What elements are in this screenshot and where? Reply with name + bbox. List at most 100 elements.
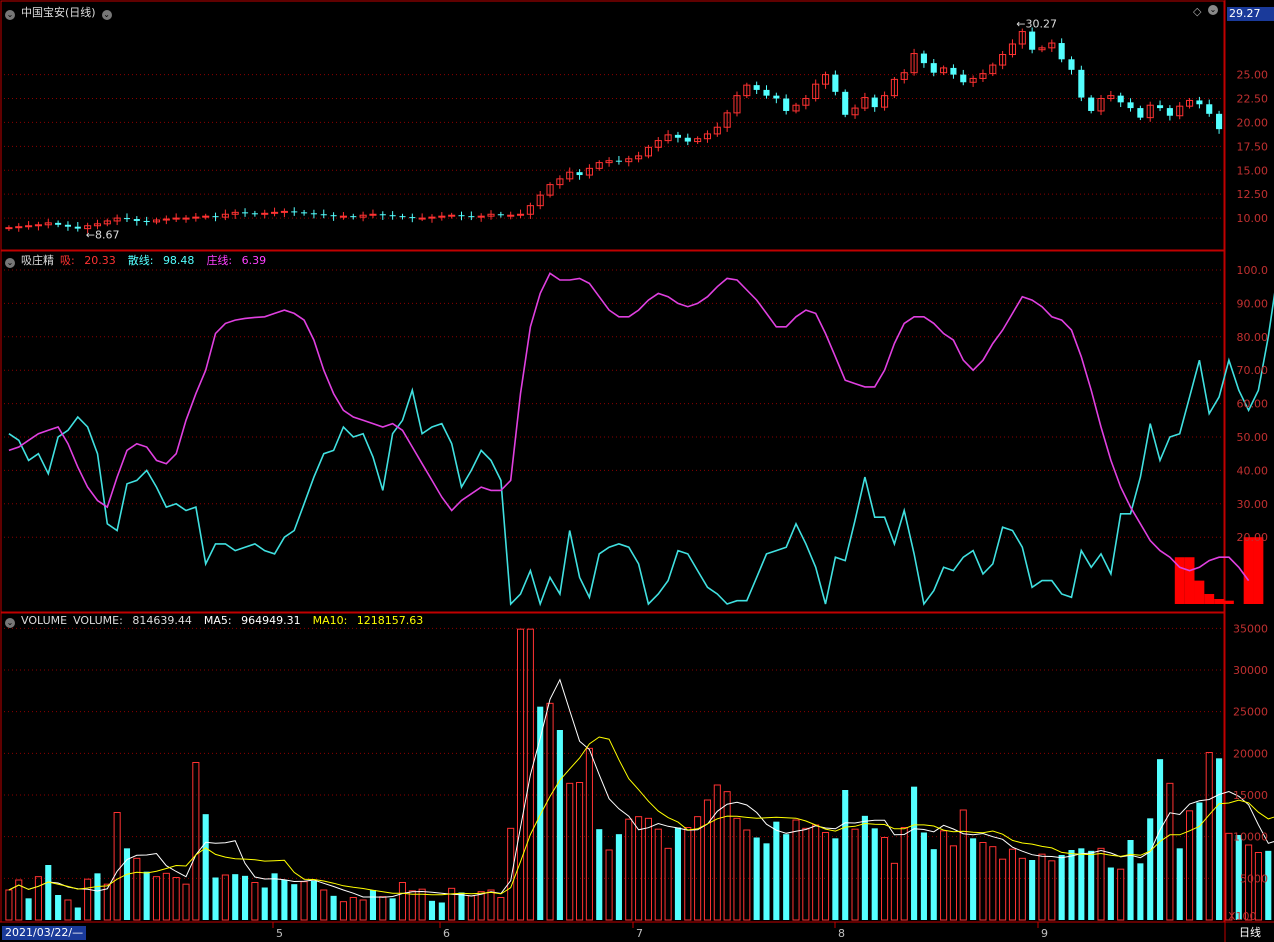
diamond-icon[interactable]: ◇	[1193, 5, 1202, 18]
candle-up	[1008, 43, 1017, 56]
volume-menu-icon[interactable]: ⌄	[5, 618, 15, 628]
price-tick-label: 25.00	[1237, 69, 1269, 82]
candle-up	[821, 74, 830, 85]
volume-bar-up	[379, 896, 387, 921]
volume-bar-up	[408, 890, 416, 921]
candle-up	[890, 78, 898, 97]
volume-bar-up	[684, 827, 692, 921]
volume-bar-up	[152, 876, 161, 921]
volume-bar-up	[1008, 848, 1017, 921]
volume-bar-down	[281, 880, 288, 920]
volume-bar-up	[881, 837, 889, 921]
volume-bar-up	[733, 817, 741, 921]
gear-icon[interactable]: ⌄	[1208, 5, 1218, 15]
candle-up	[359, 214, 367, 218]
volume-bar-up	[900, 827, 908, 921]
candle-up	[84, 225, 92, 230]
candle-down	[1029, 31, 1036, 50]
candle-up	[792, 104, 800, 112]
volume-bar-down	[911, 786, 918, 920]
volume-bar-down	[1127, 840, 1134, 920]
volume-bar-down	[202, 814, 209, 920]
volume-bar-down	[45, 865, 52, 920]
volume-bar-down	[261, 887, 268, 920]
volume-bar-up	[743, 829, 751, 921]
xi-bar	[1253, 537, 1264, 604]
volume-unit-label: X100	[1228, 910, 1257, 923]
volume-bar-up	[664, 847, 672, 921]
ma5-label: MA5:	[203, 614, 232, 627]
candle-up	[477, 215, 485, 218]
volume-bar-up	[251, 882, 259, 921]
candle-up	[940, 67, 948, 74]
candle-up	[910, 53, 918, 74]
volume-bar-up	[448, 887, 456, 921]
volume-tick-label: 5000	[1240, 872, 1268, 885]
candle-down	[773, 95, 780, 99]
candle-up	[635, 155, 643, 160]
volume-bar-down	[556, 730, 563, 920]
volume-bar-down	[1147, 818, 1154, 920]
candle-down	[1137, 108, 1144, 118]
panel-settings-icon[interactable]: ⌄	[101, 10, 112, 20]
candle-up	[103, 220, 111, 225]
volume-bar-down	[271, 873, 278, 920]
candle-up	[585, 167, 593, 176]
candle-up	[44, 222, 52, 226]
volume-bar-down	[596, 829, 603, 920]
volume-bar-down	[783, 834, 790, 920]
indicator-menu-icon[interactable]: ⌄	[5, 258, 15, 268]
volume-bar-up	[507, 827, 515, 921]
volume-bar-down	[1265, 850, 1272, 920]
xi-bar	[1174, 557, 1185, 604]
month-label-9: 9	[1041, 927, 1048, 940]
volume-bar-up	[5, 889, 13, 921]
candle-down	[497, 214, 504, 216]
volume-bar-up	[546, 702, 554, 921]
panel-menu-icon[interactable]: ⌄	[5, 10, 15, 20]
grid-lines	[4, 74, 1224, 879]
volume-bar-up	[477, 891, 485, 921]
candle-up	[566, 171, 574, 180]
candle-up	[881, 95, 889, 108]
price-tick-label: 17.50	[1237, 140, 1269, 153]
zhuang-line	[8, 272, 1250, 582]
indicator-tick-label: 50.00	[1237, 431, 1269, 444]
candle-down	[1216, 113, 1223, 130]
candle-up	[1186, 99, 1194, 107]
candle-up	[34, 224, 42, 227]
volume-series	[5, 628, 1274, 921]
san-value: 98.48	[162, 254, 195, 267]
volume-bar-up	[133, 857, 141, 921]
volume-bar-down	[1137, 863, 1144, 920]
candle-up	[605, 160, 613, 164]
start-date-tag[interactable]: 2021/03/22/—	[2, 926, 87, 940]
volume-bar-up	[821, 832, 830, 921]
volume-bar-up	[64, 899, 72, 921]
volume-bar-up	[625, 818, 633, 921]
candle-up	[507, 214, 515, 217]
period-label[interactable]: 日线	[1239, 926, 1261, 939]
volume-bar-up	[979, 842, 987, 921]
candle-up	[979, 73, 987, 79]
xi-bar	[1194, 580, 1205, 604]
candle-up	[1097, 98, 1105, 112]
xi-bar	[1214, 598, 1224, 604]
candle-up	[418, 217, 426, 220]
candle-down	[389, 215, 396, 217]
volume-bar-up	[418, 888, 426, 921]
volume-bar-up	[812, 824, 820, 921]
candle-up	[1048, 42, 1056, 49]
volume-bar-up	[320, 889, 328, 921]
candle-down	[301, 212, 308, 214]
volume-bar-up	[1117, 868, 1125, 921]
volume-bar-up	[487, 889, 495, 921]
volume-bar-up	[1038, 853, 1046, 921]
chart-title: 中国宝安(日线)	[21, 6, 96, 19]
volume-bar-up	[851, 828, 859, 921]
volume-bar-up	[15, 879, 23, 921]
candle-down	[133, 219, 140, 221]
candle-up	[802, 98, 810, 106]
volume-bar-down	[1068, 850, 1075, 920]
